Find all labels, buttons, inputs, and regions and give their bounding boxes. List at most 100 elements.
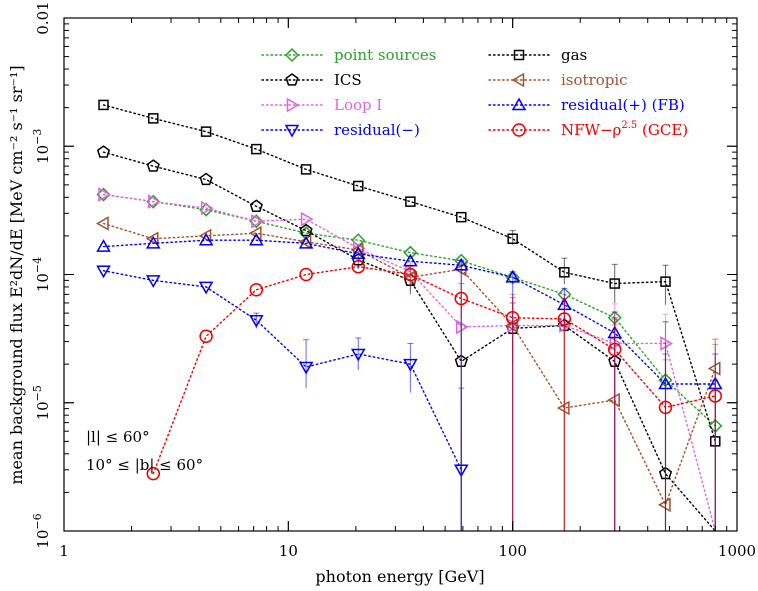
y-tick-label: 10−6 (31, 513, 52, 548)
data-point (403, 358, 418, 372)
data-point (557, 312, 572, 326)
data-point (148, 113, 159, 124)
legend-item-1: ICS (261, 71, 362, 89)
series-line (102, 239, 716, 385)
data-point (98, 187, 112, 202)
x-axis-label: photon energy [GeV] (315, 567, 484, 586)
data-point (198, 232, 214, 246)
x-tick-label: 1000 (718, 542, 756, 560)
data-point (300, 211, 314, 227)
series-line (102, 270, 462, 471)
axis-ticks: 1 10 100 1000 10−6 10−5 10−4 10−3 0.01 (31, 1, 756, 560)
series-line (152, 266, 716, 475)
data-point (298, 235, 314, 249)
legend-label: residual(−) (334, 121, 420, 139)
x-tick-label: 100 (498, 542, 527, 560)
y-tick-label: 10−3 (31, 129, 52, 164)
data-point (403, 245, 418, 260)
y-axis-label: mean background flux E²dN/dE [MeV cm⁻² s… (7, 65, 26, 484)
data-point (199, 329, 213, 344)
legend-marker (285, 73, 299, 86)
y-tick-label: 10−5 (31, 385, 52, 420)
data-point (707, 361, 721, 376)
legend-marker (511, 97, 527, 111)
legend-item-2: Loop I (261, 96, 382, 114)
x-tick-label: 10 (279, 542, 298, 560)
legend-label: ICS (334, 71, 362, 89)
legend: point sources ICS Loop I residual(−) gas isot… (261, 46, 688, 139)
legend-marker (284, 47, 300, 63)
series-line (102, 193, 716, 427)
series-6 (96, 232, 723, 531)
data-point (609, 278, 620, 289)
legend-label: residual(+) (FB) (561, 96, 685, 114)
plot-frame (63, 17, 738, 532)
series-0 (96, 187, 723, 433)
data-point (199, 172, 213, 186)
data-point (145, 275, 161, 288)
data-point (249, 314, 264, 328)
data-point (505, 269, 520, 283)
data-point (559, 318, 572, 333)
x-tick-label: 1 (59, 542, 69, 560)
data-point (660, 336, 674, 351)
data-point (198, 228, 212, 244)
data-point (454, 291, 469, 306)
data-point (456, 319, 469, 335)
data-point (200, 200, 214, 216)
data-point (98, 99, 109, 111)
data-point (249, 283, 264, 297)
legend-marker (513, 49, 525, 61)
data-point (249, 232, 264, 246)
series-7 (146, 259, 723, 531)
series-line (102, 104, 716, 443)
data-point (145, 231, 159, 247)
data-point (96, 239, 111, 252)
data-point (96, 265, 111, 279)
data-point (251, 143, 262, 155)
series-3 (96, 265, 469, 531)
legend-marker (511, 72, 525, 88)
data-point (95, 216, 109, 231)
legend-item-7: NFW−ρ2.5 (GCE) (488, 120, 688, 139)
data-point (556, 400, 570, 416)
data-point (96, 145, 111, 158)
data-point (350, 348, 366, 362)
data-point (505, 318, 518, 333)
data-point (145, 235, 161, 249)
annotation-longitude: |l| ≤ 60° (86, 428, 150, 446)
legend-marker (284, 124, 300, 138)
data-point (660, 276, 671, 287)
data-point (353, 180, 364, 192)
legend-label: point sources (334, 46, 436, 64)
data-point (249, 199, 263, 212)
legend-label: isotropic (561, 71, 628, 89)
legend-item-3: residual(−) (261, 121, 420, 139)
legend-item-5: isotropic (488, 71, 628, 89)
data-point (403, 253, 418, 267)
data-point (198, 281, 214, 295)
data-point (350, 242, 364, 258)
data-point (350, 246, 366, 260)
data-point (609, 336, 623, 351)
series-layer (95, 99, 723, 532)
data-point (607, 342, 622, 357)
legend-marker (286, 97, 300, 113)
legend-item-0: point sources (261, 46, 436, 64)
legend-item-6: residual(+) (FB) (488, 96, 685, 114)
y-tick-label: 10−4 (31, 257, 52, 292)
data-point (353, 241, 366, 256)
data-point (507, 233, 518, 244)
data-point (403, 267, 418, 282)
y-tick-label: 0.01 (34, 1, 52, 34)
legend-label: NFW−ρ2.5 (GCE) (561, 120, 688, 139)
series-5 (95, 216, 721, 531)
legend-item-4: gas (488, 46, 587, 64)
data-point (146, 466, 161, 481)
data-point (658, 400, 673, 415)
data-point (505, 311, 520, 325)
data-point (607, 392, 620, 408)
data-point (146, 159, 160, 172)
data-point (148, 194, 161, 209)
